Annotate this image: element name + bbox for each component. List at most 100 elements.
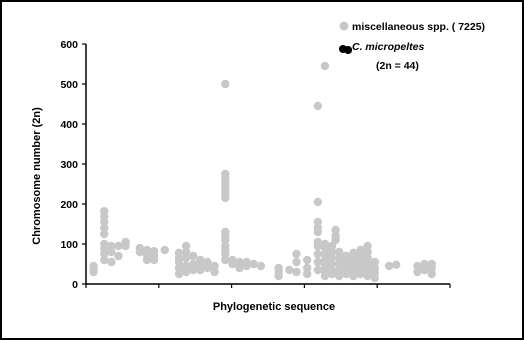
data-point-misc xyxy=(160,245,169,255)
data-point-misc xyxy=(292,267,301,277)
data-points xyxy=(89,46,436,283)
data-point-misc xyxy=(420,265,429,275)
data-point-misc xyxy=(335,247,344,257)
data-point-misc xyxy=(356,245,365,255)
data-point-misc xyxy=(210,267,219,277)
data-point-misc xyxy=(342,263,351,273)
data-point-misc xyxy=(331,231,340,241)
data-point-misc xyxy=(181,247,191,257)
data-point-misc xyxy=(196,255,205,265)
data-point-misc xyxy=(228,255,237,265)
data-point-misc xyxy=(181,253,191,263)
data-point-misc xyxy=(121,237,130,247)
data-point-misc xyxy=(149,247,159,256)
data-point-misc xyxy=(363,271,372,281)
data-point-misc xyxy=(256,261,266,271)
data-point-misc xyxy=(313,257,323,267)
data-point-misc xyxy=(356,269,365,279)
x-axis xyxy=(85,283,451,288)
data-point-misc xyxy=(189,265,198,275)
data-point-misc xyxy=(313,237,323,247)
data-point-misc xyxy=(292,257,301,267)
data-point-misc xyxy=(242,257,251,267)
data-point-misc xyxy=(356,257,365,267)
data-point-misc xyxy=(249,259,258,269)
y-tick-labels: 0 100 200 300 400 500 600 xyxy=(60,39,78,291)
data-point-misc xyxy=(285,265,294,275)
legend-marker-micropeltes xyxy=(339,45,347,53)
data-point-misc xyxy=(221,255,230,265)
data-point-misc xyxy=(349,265,358,275)
data-point-misc xyxy=(142,245,152,255)
data-point-misc xyxy=(107,257,116,267)
data-point-misc xyxy=(203,257,212,267)
data-point-misc xyxy=(335,259,344,269)
data-point-misc xyxy=(313,249,323,259)
data-point-misc xyxy=(349,259,358,269)
data-point-misc xyxy=(356,263,365,273)
data-point-misc xyxy=(320,267,330,277)
data-point-misc xyxy=(413,261,422,271)
y-tick-label: 500 xyxy=(60,79,78,91)
data-point-misc xyxy=(335,271,344,281)
legend: miscellaneous spp. ( 7225) C. micropelte… xyxy=(339,21,485,72)
data-point-misc xyxy=(313,265,323,275)
data-point-misc xyxy=(89,261,98,271)
data-point-misc xyxy=(174,248,184,257)
data-point-misc xyxy=(370,263,379,273)
data-point-misc xyxy=(302,269,312,279)
data-point-misc xyxy=(320,61,330,71)
data-point-misc xyxy=(342,251,351,261)
data-point-misc xyxy=(356,251,365,261)
data-point-misc xyxy=(313,197,323,207)
data-point-misc xyxy=(342,269,351,279)
y-axis-label: Chromosome number (2n) xyxy=(31,107,43,245)
data-point-misc xyxy=(327,253,337,263)
y-axis xyxy=(82,43,87,285)
data-point-misc xyxy=(335,265,344,275)
data-point-misc xyxy=(302,255,312,265)
data-point-misc xyxy=(107,247,116,257)
data-point-misc xyxy=(363,247,372,257)
data-point-misc xyxy=(174,269,184,279)
legend-marker-misc xyxy=(339,21,349,31)
data-point-misc xyxy=(100,223,109,233)
data-point-misc xyxy=(363,265,372,275)
data-point-misc xyxy=(189,259,198,269)
data-point-misc xyxy=(363,259,372,269)
data-point-misc xyxy=(114,251,123,261)
y-tick-label: 0 xyxy=(72,279,78,291)
data-point-misc xyxy=(235,263,244,273)
data-point-misc xyxy=(327,265,337,275)
y-tick-label: 400 xyxy=(60,119,78,131)
data-point-misc xyxy=(313,223,323,233)
data-point-misc xyxy=(363,253,372,263)
data-point-misc xyxy=(320,261,330,271)
y-tick-label: 100 xyxy=(60,239,78,251)
data-point-misc xyxy=(391,260,401,269)
data-point-misc xyxy=(221,169,230,179)
data-point-misc xyxy=(363,241,372,251)
data-point-misc xyxy=(327,247,337,257)
data-point-misc xyxy=(181,261,191,271)
x-axis-label: Phylogenetic sequence xyxy=(213,301,335,313)
data-point-misc xyxy=(302,263,312,273)
data-point-misc xyxy=(196,261,205,271)
data-point-misc xyxy=(349,271,358,281)
data-point-misc xyxy=(181,267,191,277)
data-point-misc xyxy=(100,239,109,249)
data-point-misc xyxy=(100,229,109,239)
data-point-misc xyxy=(235,257,244,267)
data-point-misc xyxy=(189,251,198,261)
data-point-misc xyxy=(320,255,330,265)
data-point-misc xyxy=(114,241,123,251)
legend-label-micropeltes-note: (2n = 44) xyxy=(376,60,419,72)
data-point-misc xyxy=(292,249,301,259)
data-point-misc xyxy=(331,225,340,235)
data-point-misc xyxy=(274,263,283,273)
y-tick-label: 300 xyxy=(60,159,78,171)
data-point-misc xyxy=(327,259,337,269)
data-point-misc xyxy=(420,259,429,269)
